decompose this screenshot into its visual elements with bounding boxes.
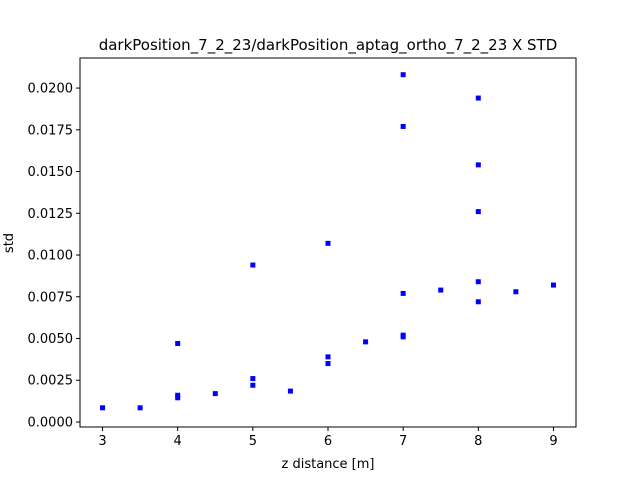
data-point [137, 405, 143, 411]
data-point [325, 361, 331, 367]
data-point [513, 289, 519, 295]
y-tick-label: 0.0050 [28, 332, 74, 347]
data-point [250, 376, 256, 382]
data-point [250, 382, 256, 388]
y-tick-label: 0.0125 [28, 207, 74, 222]
x-axis-label: z distance [m] [282, 457, 375, 472]
data-point [400, 123, 406, 129]
x-axis: 3 4 5 6 7 8 9 [98, 427, 558, 449]
data-point [175, 395, 181, 401]
data-point [475, 162, 481, 168]
y-tick-label: 0.0000 [28, 415, 74, 430]
data-point [475, 95, 481, 101]
x-tick-label: 5 [249, 434, 257, 449]
x-tick-label: 8 [474, 434, 482, 449]
data-points [100, 72, 556, 411]
data-point [475, 209, 481, 215]
chart-title: darkPosition_7_2_23/darkPosition_aptag_o… [99, 36, 558, 55]
y-tick-label: 0.0175 [28, 123, 74, 138]
data-point [250, 262, 256, 268]
data-point [175, 341, 181, 347]
data-point [100, 405, 106, 411]
data-point [212, 391, 218, 397]
y-tick-label: 0.0075 [28, 290, 74, 305]
data-point [475, 299, 481, 305]
data-point [325, 354, 331, 360]
y-tick-label: 0.0025 [28, 374, 74, 389]
data-point [438, 287, 444, 293]
x-tick-label: 9 [549, 434, 557, 449]
data-point [175, 392, 181, 398]
data-point [400, 72, 406, 78]
data-point [475, 279, 481, 285]
x-tick-label: 7 [399, 434, 407, 449]
x-tick-label: 4 [174, 434, 182, 449]
data-point [400, 334, 406, 340]
data-point [550, 282, 556, 288]
data-point [400, 290, 406, 296]
data-point [363, 339, 369, 345]
y-tick-label: 0.0200 [28, 82, 74, 97]
y-tick-label: 0.0150 [28, 165, 74, 180]
y-axis: 0.0000 0.0025 0.0050 0.0075 0.0100 0.0125 0.01… [28, 82, 80, 430]
y-axis-label: std [2, 233, 17, 253]
x-tick-label: 6 [324, 434, 332, 449]
x-tick-label: 3 [98, 434, 106, 449]
y-tick-label: 0.0100 [28, 249, 74, 264]
data-point [287, 388, 293, 394]
data-point [325, 240, 331, 246]
